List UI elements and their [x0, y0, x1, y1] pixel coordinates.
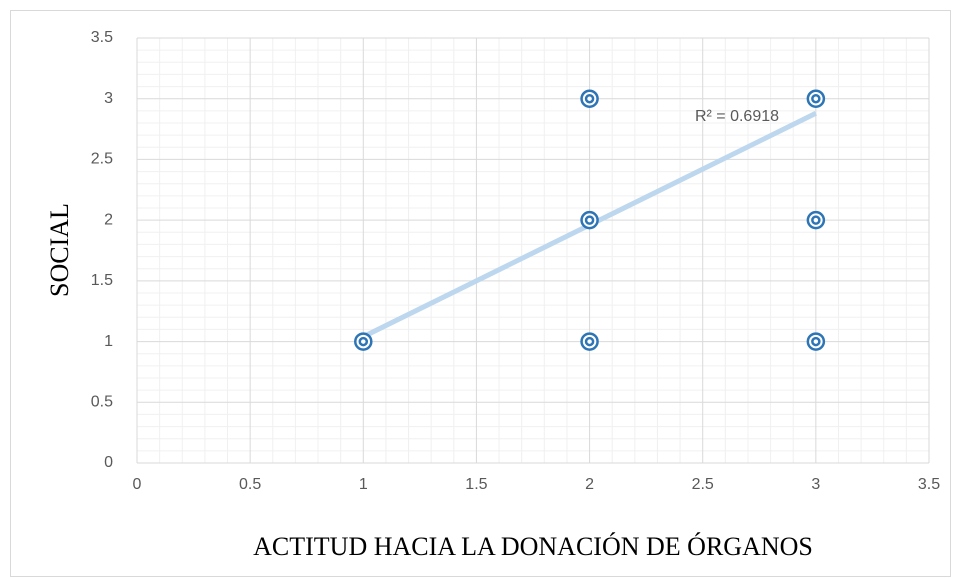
- x-tick-label: 3.5: [918, 476, 940, 493]
- point-inner: [584, 93, 595, 104]
- x-tick-label: 0: [133, 476, 142, 493]
- y-tick-label: 1: [104, 333, 113, 350]
- y-axis-title: SOCIAL: [45, 203, 74, 297]
- x-tick-label: 1.5: [465, 476, 487, 493]
- point: [806, 210, 826, 230]
- x-tick-label: 2: [585, 476, 594, 493]
- point: [580, 89, 599, 108]
- y-tick-label: 0: [104, 454, 113, 471]
- point-inner: [811, 93, 821, 104]
- x-tick-label: 3: [811, 476, 820, 493]
- point-inner: [358, 336, 369, 347]
- point-inner: [584, 215, 595, 225]
- point: [806, 89, 826, 108]
- y-tick-label: 2.5: [91, 151, 113, 168]
- point: [354, 332, 373, 351]
- y-tick-label: 0.5: [91, 394, 113, 411]
- point: [580, 210, 599, 230]
- grid: [136, 37, 930, 464]
- point-inner: [811, 336, 821, 347]
- x-tick-label: 2.5: [692, 476, 714, 493]
- point-inner: [811, 215, 821, 225]
- y-tick-label: 1.5: [91, 272, 113, 289]
- x-tick-label: 0.5: [239, 476, 261, 493]
- point: [806, 332, 826, 351]
- y-tick-label: 3: [104, 90, 113, 107]
- trendline-label: R² = 0.6918: [695, 108, 779, 125]
- y-tick-label: 2: [104, 211, 113, 228]
- point: [580, 332, 599, 351]
- x-axis-title: ACTITUD HACIA LA DONACIÓN DE ÓRGANOS: [253, 532, 813, 561]
- point-inner: [584, 336, 595, 347]
- x-tick-label: 1: [359, 476, 368, 493]
- marks: [354, 89, 826, 351]
- y-tick-label: 3.5: [91, 29, 113, 46]
